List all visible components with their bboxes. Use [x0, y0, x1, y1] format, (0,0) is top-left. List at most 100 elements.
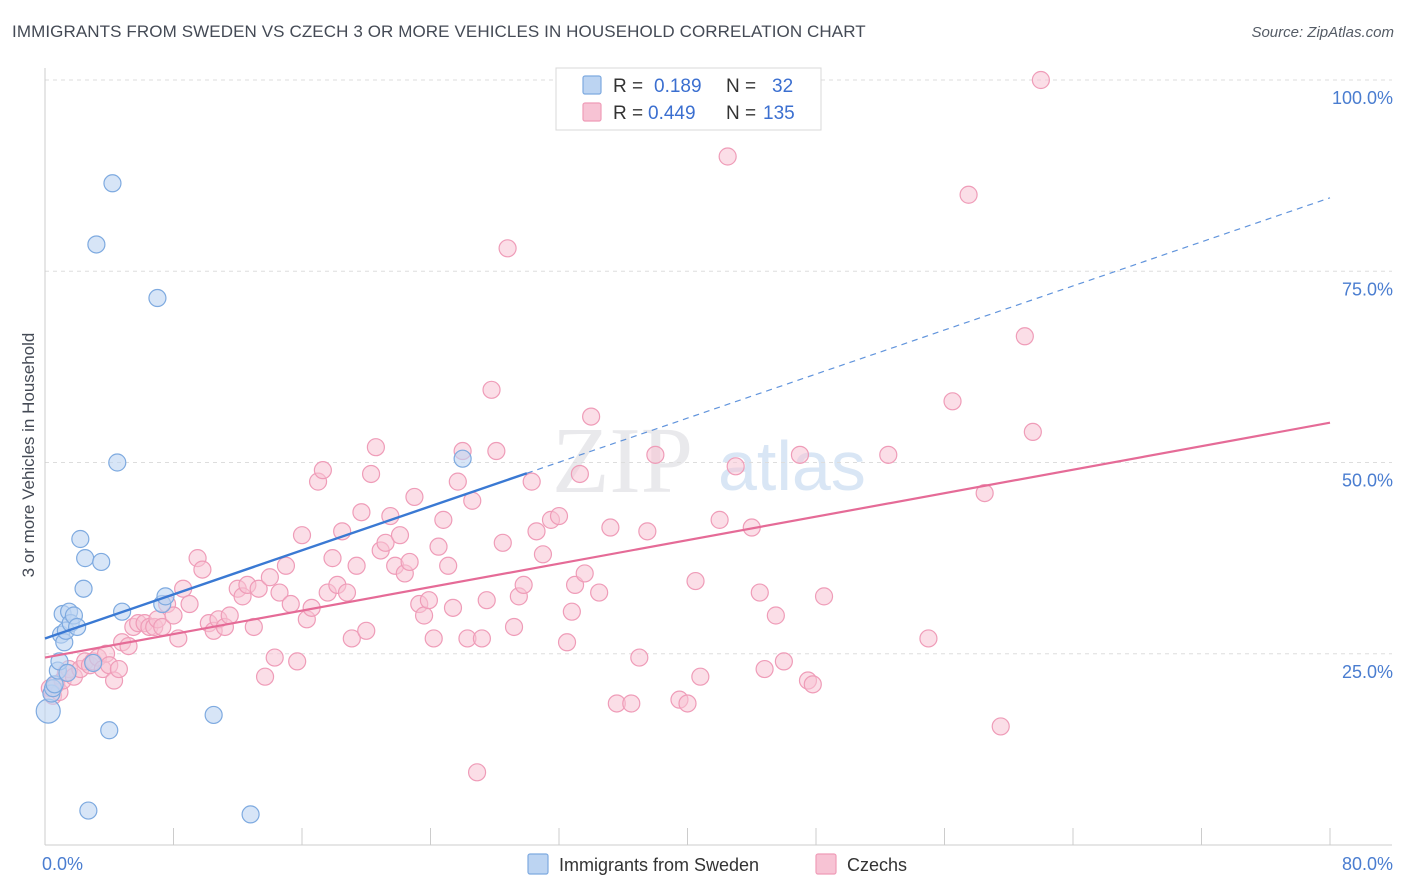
sweden-point-23	[148, 288, 167, 308]
czech-point-62	[347, 556, 366, 575]
stats-n-label-czechs: N =	[726, 103, 756, 124]
czech-point-48	[276, 556, 296, 575]
x-tick-labels: 0.0% 80.0%	[42, 854, 1393, 874]
y-axis-label: 3 or more Vehicles in Household	[19, 333, 38, 578]
czech-point-129	[879, 445, 898, 464]
czech-point-43	[249, 579, 268, 598]
czech-point-66	[366, 438, 385, 457]
czech-point-123	[766, 606, 785, 625]
y-tick-label-2: 75.0%	[1342, 279, 1393, 299]
czech-point-79	[429, 537, 448, 556]
czech-point-78	[424, 629, 443, 648]
legend-swatch-sweden	[527, 853, 549, 875]
czech-point-73	[400, 552, 419, 572]
czech-point-138	[755, 659, 774, 679]
czech-point-116	[678, 694, 697, 713]
sweden-point-21	[108, 453, 127, 472]
czech-point-120	[726, 457, 745, 476]
stats-n-value-czechs: 135	[763, 103, 795, 124]
sweden-point-18	[92, 552, 111, 572]
sweden-point-15	[76, 549, 95, 568]
czech-point-64	[357, 621, 376, 640]
stats-legend: R = 0.189 N = 32 R = 0.449 N = 135	[555, 67, 822, 131]
legend-swatch-czechs	[815, 853, 837, 875]
series-czechs	[40, 70, 1050, 782]
czech-point-108	[590, 583, 609, 602]
czech-point-28	[164, 606, 183, 625]
sweden-point-14	[74, 579, 93, 598]
chart-title: IMMIGRANTS FROM SWEDEN VS CZECH 3 OR MOR…	[12, 22, 866, 41]
stats-r-value-czechs: 0.449	[648, 103, 696, 124]
stats-n-label-sweden: N =	[726, 76, 756, 97]
sweden-point-31	[58, 663, 77, 682]
czech-point-112	[630, 648, 649, 667]
czech-point-117	[686, 571, 705, 591]
czech-point-51	[292, 526, 312, 545]
sweden-point-17	[87, 235, 106, 254]
legend-label-czechs: Czechs	[847, 855, 907, 875]
czech-point-46	[265, 648, 284, 667]
czech-point-92	[493, 533, 512, 552]
czech-point-89	[477, 591, 496, 610]
czech-point-98	[527, 522, 546, 541]
czech-point-135	[1023, 422, 1042, 441]
trend-lines	[44, 197, 1331, 659]
y-tick-labels: 25.0% 50.0% 75.0% 100.0%	[1332, 88, 1393, 682]
czech-point-31	[180, 594, 199, 614]
czech-point-114	[646, 445, 665, 464]
czech-point-87	[467, 763, 487, 782]
stats-n-value-sweden: 32	[772, 76, 793, 97]
czech-point-103	[562, 602, 581, 621]
czech-point-65	[361, 464, 381, 484]
czech-point-60	[337, 583, 357, 602]
czech-point-125	[790, 445, 810, 464]
czech-point-119	[718, 147, 737, 166]
legend-label-sweden: Immigrants from Sweden	[559, 855, 759, 875]
czech-point-139	[691, 667, 710, 686]
stats-swatch-czechs	[582, 102, 602, 122]
czech-point-97	[522, 472, 541, 491]
y-tick-label-1: 50.0%	[1342, 471, 1393, 491]
czech-point-88	[472, 629, 491, 648]
czech-point-132	[959, 185, 978, 204]
trendline-sweden-extrapolated	[526, 197, 1331, 474]
czech-point-33	[193, 560, 212, 579]
czech-point-17	[109, 659, 128, 679]
czech-point-63	[352, 503, 371, 522]
czech-point-81	[439, 556, 458, 575]
czech-point-134	[1015, 327, 1034, 346]
czech-point-80	[434, 510, 453, 529]
sweden-point-19	[100, 721, 119, 740]
czech-point-136	[1031, 70, 1050, 90]
sweden-point-20	[103, 174, 122, 193]
czech-point-118	[710, 510, 729, 529]
y-tick-label-3: 100.0%	[1332, 88, 1393, 108]
czech-point-90	[482, 380, 501, 399]
czech-point-131	[943, 392, 962, 411]
sweden-point-29	[79, 801, 98, 820]
czech-point-55	[313, 461, 332, 480]
sweden-point-26	[204, 705, 223, 725]
czech-point-76	[414, 606, 434, 625]
czech-point-128	[814, 587, 834, 606]
czech-point-57	[323, 549, 342, 568]
trendline-sweden	[44, 472, 528, 640]
sweden-point-27	[241, 805, 260, 824]
czech-point-71	[390, 526, 410, 545]
czech-point-83	[448, 472, 467, 491]
czech-point-61	[342, 629, 361, 648]
czech-point-82	[443, 598, 463, 617]
czech-point-50	[288, 652, 307, 671]
source-credit: Source: ZipAtlas.com	[1251, 24, 1394, 41]
czech-point-106	[575, 564, 594, 583]
czech-point-109	[601, 518, 620, 537]
czech-point-77	[419, 591, 438, 610]
czech-point-137	[975, 484, 994, 503]
x-tick-label-0: 0.0%	[42, 854, 83, 874]
czech-point-111	[622, 694, 641, 713]
czech-point-99	[533, 545, 553, 564]
czech-point-133	[991, 717, 1010, 736]
czech-point-122	[750, 583, 769, 602]
czech-point-49	[281, 594, 300, 614]
